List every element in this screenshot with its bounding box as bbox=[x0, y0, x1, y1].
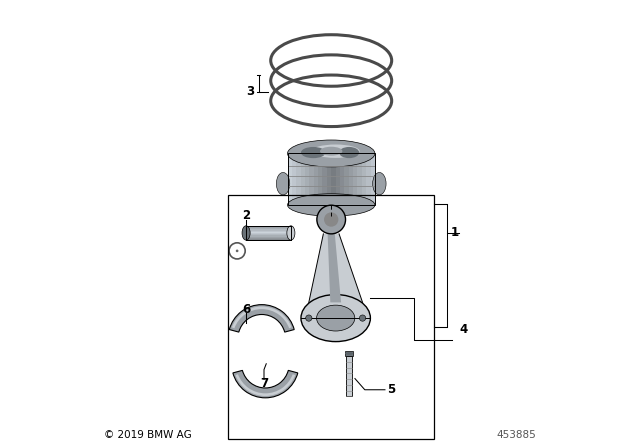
Ellipse shape bbox=[236, 250, 239, 252]
Ellipse shape bbox=[324, 212, 339, 227]
Bar bbox=[246, 227, 291, 228]
Bar bbox=[246, 237, 291, 238]
Bar bbox=[353, 153, 357, 205]
Bar bbox=[246, 232, 291, 233]
Ellipse shape bbox=[242, 226, 250, 240]
Text: 4: 4 bbox=[460, 323, 467, 336]
Bar bbox=[246, 238, 291, 239]
Bar bbox=[246, 229, 291, 231]
Bar bbox=[340, 153, 344, 205]
Polygon shape bbox=[346, 356, 352, 396]
Ellipse shape bbox=[306, 315, 312, 321]
Wedge shape bbox=[232, 306, 292, 328]
Bar bbox=[318, 153, 323, 205]
Ellipse shape bbox=[372, 172, 386, 195]
Bar bbox=[349, 153, 353, 205]
Ellipse shape bbox=[360, 315, 365, 321]
Wedge shape bbox=[233, 370, 298, 398]
Text: 3: 3 bbox=[246, 85, 255, 99]
Bar bbox=[246, 231, 291, 232]
Bar bbox=[246, 235, 291, 237]
Text: 6: 6 bbox=[242, 302, 250, 316]
Bar bbox=[246, 226, 291, 227]
Bar bbox=[314, 153, 318, 205]
Bar bbox=[309, 153, 314, 205]
Ellipse shape bbox=[287, 140, 375, 167]
Ellipse shape bbox=[301, 147, 326, 158]
Bar bbox=[301, 153, 305, 205]
Wedge shape bbox=[236, 374, 295, 396]
Polygon shape bbox=[309, 234, 362, 302]
Ellipse shape bbox=[317, 305, 355, 331]
Ellipse shape bbox=[287, 226, 295, 240]
Polygon shape bbox=[328, 234, 341, 302]
Text: 1: 1 bbox=[451, 226, 458, 240]
Bar bbox=[323, 153, 327, 205]
Text: 2: 2 bbox=[242, 209, 250, 223]
Polygon shape bbox=[246, 226, 291, 240]
Bar bbox=[292, 153, 296, 205]
Bar bbox=[228, 195, 435, 439]
Bar bbox=[335, 153, 340, 205]
Bar bbox=[246, 228, 291, 229]
Text: © 2019 BMW AG: © 2019 BMW AG bbox=[104, 430, 192, 440]
Bar bbox=[345, 351, 353, 356]
Bar bbox=[246, 234, 291, 235]
Polygon shape bbox=[287, 153, 375, 205]
Bar bbox=[327, 153, 332, 205]
Bar bbox=[344, 153, 349, 205]
Ellipse shape bbox=[320, 147, 342, 156]
Bar bbox=[305, 153, 309, 205]
Bar bbox=[371, 153, 375, 205]
Ellipse shape bbox=[276, 172, 290, 195]
Ellipse shape bbox=[345, 352, 353, 355]
Bar bbox=[362, 153, 366, 205]
Bar bbox=[246, 233, 291, 234]
Text: 7: 7 bbox=[260, 376, 268, 390]
Bar bbox=[246, 239, 291, 240]
Bar bbox=[296, 153, 301, 205]
Ellipse shape bbox=[287, 194, 375, 216]
Wedge shape bbox=[229, 305, 294, 332]
Ellipse shape bbox=[317, 205, 346, 234]
Ellipse shape bbox=[301, 295, 371, 342]
Text: 453885: 453885 bbox=[496, 430, 536, 440]
Ellipse shape bbox=[312, 144, 360, 158]
Bar bbox=[332, 153, 335, 205]
Text: 5: 5 bbox=[388, 383, 396, 396]
Bar bbox=[357, 153, 362, 205]
Bar bbox=[287, 153, 292, 205]
Ellipse shape bbox=[339, 147, 359, 158]
Bar bbox=[366, 153, 371, 205]
